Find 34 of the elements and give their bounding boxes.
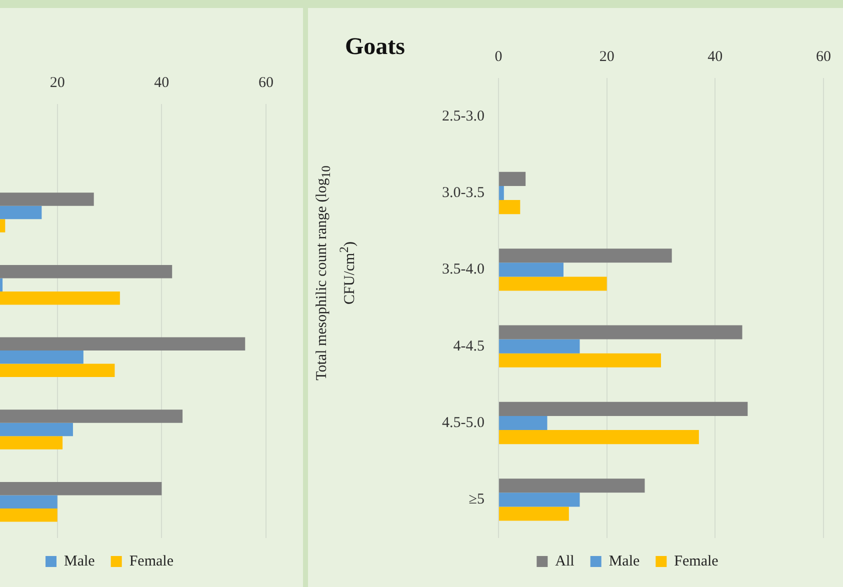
y-tick-label: 3.5-4.0 [442,262,484,278]
bar [498,262,564,277]
x-tick-label: 20 [599,48,614,65]
legend-label: Male [64,553,96,570]
y-tick-label: 3.0-3.5 [442,184,484,201]
chart-title: Goats [345,34,405,61]
bar [498,430,699,444]
x-tick-label: 40 [708,48,723,65]
y-tick-label: 4.5-5.0 [442,414,484,431]
legend-label: All [555,553,574,570]
bar [498,402,748,416]
bar [498,353,661,368]
y-tick-label: 2.5-3.0 [442,108,484,124]
bar [498,248,672,263]
bar [498,172,526,186]
x-tick-label: 40 [154,74,170,91]
y-tick-label: 4-4.5 [453,338,484,354]
y-tick-label: ≥5 [468,492,484,508]
bar [498,276,607,291]
bar [498,325,742,340]
bar [498,478,645,493]
bar [498,339,580,354]
legend-label: Male [608,553,640,570]
x-tick-label: 60 [258,74,274,91]
bar [498,200,520,214]
legend-label: Female [674,553,719,570]
x-tick-label: 0 [494,48,502,65]
x-tick-label: 20 [50,74,65,91]
bar [498,506,569,521]
bar [498,416,548,430]
bar [498,492,580,507]
bar [498,186,504,200]
legend-label: Female [129,553,174,570]
x-tick-label: 60 [816,48,831,65]
